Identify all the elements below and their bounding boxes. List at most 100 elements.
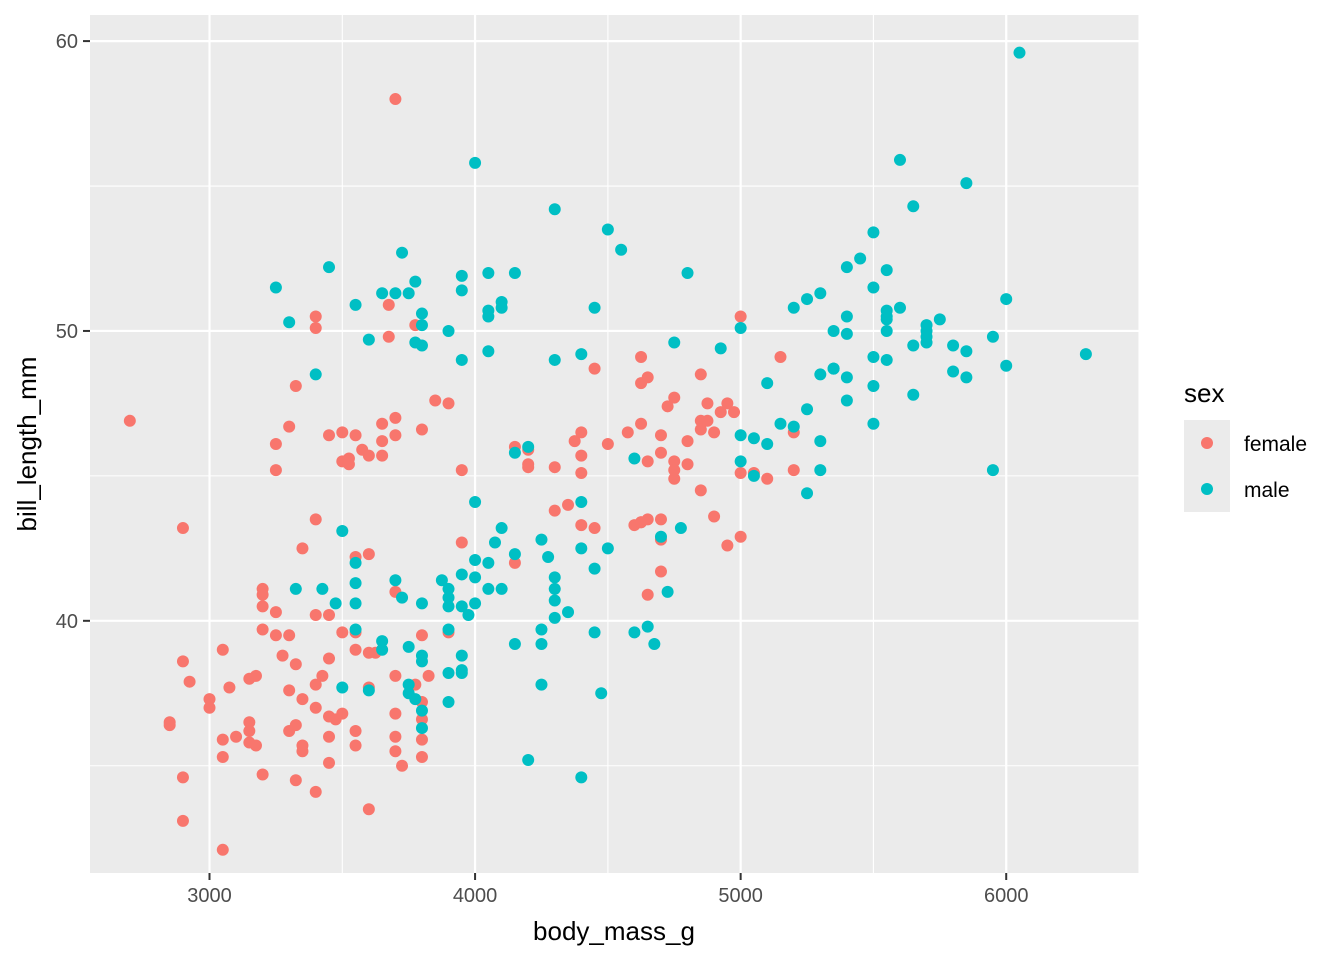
data-point-male (455, 353, 468, 366)
data-point-female (283, 629, 296, 642)
data-point-female (316, 669, 329, 682)
data-point-male (535, 623, 548, 636)
data-point-female (382, 298, 395, 311)
data-point-male (947, 365, 960, 378)
data-point-male (761, 438, 774, 450)
data-point-female (276, 649, 289, 662)
data-point-male (442, 591, 455, 604)
data-point-female (721, 397, 734, 410)
data-point-female (635, 351, 648, 364)
data-point-male (575, 771, 588, 784)
data-point-female (269, 629, 282, 642)
data-point-female (176, 655, 189, 668)
data-point-male (336, 681, 349, 694)
data-point-male (548, 203, 561, 216)
data-point-male (867, 226, 880, 239)
data-point-female (309, 322, 322, 335)
data-point-male (734, 322, 747, 335)
data-point-female (389, 730, 402, 743)
data-point-male (283, 316, 296, 329)
data-point-male (854, 252, 867, 265)
data-point-female (787, 464, 800, 477)
data-point-female (389, 745, 402, 758)
data-point-male (548, 594, 561, 607)
data-point-female (508, 556, 521, 569)
y-axis-ticks: 40 50 60 (56, 31, 90, 633)
data-point-male (628, 626, 641, 639)
data-point-female (342, 458, 355, 471)
data-point-female (323, 730, 336, 743)
legend-marker-female (1201, 437, 1213, 449)
data-point-female (701, 397, 714, 410)
data-point-female (389, 429, 402, 442)
data-point-male (442, 324, 455, 337)
data-point-male (840, 394, 853, 407)
data-point-female (269, 438, 282, 450)
data-point-male (880, 353, 893, 366)
data-point-male (681, 266, 694, 279)
data-point-female (323, 652, 336, 665)
x-tick-label: 4000 (453, 885, 498, 907)
data-point-male (482, 266, 495, 279)
x-tick-label: 6000 (984, 885, 1029, 907)
data-point-female (429, 394, 442, 407)
data-point-female (641, 588, 654, 601)
data-point-female (708, 426, 721, 439)
data-point-female (654, 446, 667, 459)
data-point-female (641, 455, 654, 468)
data-point-female (289, 658, 302, 671)
data-point-male (415, 655, 428, 668)
data-point-male (840, 261, 853, 274)
data-point-male (648, 638, 661, 651)
data-point-male (907, 388, 920, 401)
data-point-female (309, 310, 322, 323)
data-point-male (329, 597, 342, 610)
data-point-female (415, 423, 428, 436)
data-point-male (907, 339, 920, 352)
data-point-female (389, 411, 402, 424)
data-point-male (575, 348, 588, 361)
data-point-female (289, 774, 302, 787)
data-point-male (654, 530, 667, 543)
data-point-male (402, 287, 415, 300)
data-point-female (349, 643, 362, 656)
y-axis-title: bill_length_mm (12, 357, 42, 532)
data-point-male (455, 666, 468, 679)
data-point-female (708, 510, 721, 523)
data-point-male (376, 643, 389, 656)
data-point-male (442, 695, 455, 708)
data-point-male (442, 582, 455, 595)
data-point-female (641, 371, 654, 384)
data-point-female (256, 768, 269, 781)
data-point-male (880, 313, 893, 326)
data-point-female (296, 542, 309, 555)
data-point-female (442, 397, 455, 410)
data-point-female (668, 391, 681, 404)
data-point-male (601, 223, 614, 236)
data-point-male (787, 301, 800, 314)
data-point-male (469, 553, 482, 566)
data-point-male (349, 623, 362, 636)
data-point-female (176, 522, 189, 535)
data-point-female (243, 724, 256, 737)
data-point-female (249, 739, 262, 752)
data-point-female (774, 351, 787, 364)
data-point-male (801, 403, 814, 416)
data-point-male (396, 591, 409, 604)
data-point-male (415, 319, 428, 332)
legend-label-female: female (1244, 433, 1307, 456)
data-point-male (535, 638, 548, 651)
data-point-female (654, 513, 667, 526)
data-point-male (488, 536, 501, 549)
data-point-female (176, 814, 189, 827)
data-point-female (668, 472, 681, 485)
data-point-female (641, 513, 654, 526)
data-point-male (1013, 46, 1026, 59)
data-point-female (681, 435, 694, 448)
data-point-female (548, 504, 561, 517)
data-point-male (336, 524, 349, 537)
data-point-female (575, 449, 588, 462)
data-point-male (1000, 293, 1013, 306)
data-point-male (601, 542, 614, 555)
data-point-female (230, 730, 243, 743)
